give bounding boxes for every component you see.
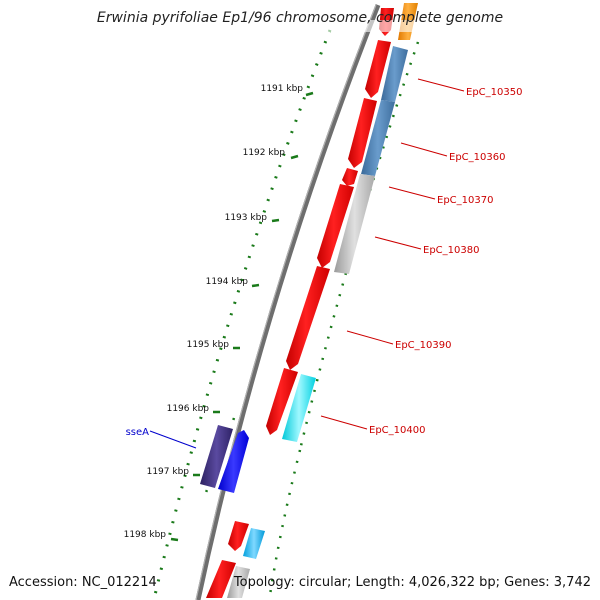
tick-label-1191: 1191 kbp bbox=[261, 84, 304, 94]
sseA-cds-group bbox=[200, 425, 249, 493]
callout-lines bbox=[149, 78, 465, 449]
tick-label-1193: 1193 kbp bbox=[225, 213, 268, 223]
steel-cds-2 bbox=[361, 100, 395, 176]
genome-summary-text: Topology: circular; Length: 4,026,322 bp… bbox=[233, 575, 591, 590]
callout-line-10380 bbox=[374, 236, 422, 250]
gray-cds-1 bbox=[334, 174, 375, 274]
red-cds-2 bbox=[365, 40, 391, 98]
tick-1198 bbox=[170, 537, 179, 542]
tick-label-1197: 1197 kbp bbox=[147, 467, 190, 477]
red-cds-4 bbox=[342, 168, 358, 186]
steel-cds-1 bbox=[381, 46, 408, 102]
gene-label-EpC_10370: EpC_10370 bbox=[437, 195, 493, 206]
callout-line-sseA bbox=[149, 430, 197, 449]
red-cds-8 bbox=[228, 521, 249, 551]
indigo-cds bbox=[200, 425, 233, 488]
gene-label-EpC_10400: EpC_10400 bbox=[369, 425, 425, 436]
red-cds-track bbox=[206, 8, 394, 598]
tick-label-1195: 1195 kbp bbox=[187, 340, 230, 350]
gene-label-sseA: sseA bbox=[126, 427, 150, 438]
red-cds-3 bbox=[348, 98, 377, 168]
tick-label-1196: 1196 kbp bbox=[167, 404, 210, 414]
red-cds-7 bbox=[266, 368, 298, 435]
red-cds-5 bbox=[317, 184, 354, 268]
tick-label-1194: 1194 kbp bbox=[206, 277, 249, 287]
callout-line-10370 bbox=[388, 186, 436, 200]
tick-1192 bbox=[290, 154, 299, 160]
gene-label-EpC_10360: EpC_10360 bbox=[449, 152, 505, 163]
inner-dotted-ring-upper bbox=[298, 41, 420, 451]
genome-backbone-highlight bbox=[195, 4, 377, 600]
inner-dotted-ring-lower bbox=[268, 449, 302, 596]
kbp-ticks bbox=[170, 91, 314, 542]
cyan-cds bbox=[282, 374, 316, 442]
callout-line-10400 bbox=[320, 415, 368, 430]
callout-line-10360 bbox=[400, 142, 448, 157]
sky-cds bbox=[243, 528, 265, 559]
tick-1194 bbox=[251, 283, 260, 288]
tick-1193 bbox=[271, 218, 280, 223]
gene-label-EpC_10350: EpC_10350 bbox=[466, 87, 522, 98]
title-backdrop bbox=[280, 20, 420, 32]
blue-cds bbox=[218, 430, 249, 493]
tick-label-1192: 1192 kbp bbox=[243, 148, 286, 158]
tick-label-1198: 1198 kbp bbox=[124, 530, 167, 540]
gene-label-EpC_10390: EpC_10390 bbox=[395, 340, 451, 351]
map-title: Erwinia pyrifoliae Ep1/96 chromosome, co… bbox=[96, 10, 504, 26]
callout-line-10350 bbox=[417, 78, 465, 92]
genome-backbone bbox=[195, 4, 381, 600]
accession-text: Accession: NC_012214 bbox=[9, 575, 157, 590]
callout-line-10390 bbox=[346, 330, 394, 345]
tick-1191 bbox=[305, 91, 314, 97]
forward-cds-track bbox=[227, 3, 418, 598]
gene-label-EpC_10380: EpC_10380 bbox=[423, 245, 479, 256]
red-cds-6 bbox=[286, 266, 330, 370]
gray-cds-2 bbox=[227, 566, 250, 598]
red-cds-9 bbox=[206, 560, 236, 598]
